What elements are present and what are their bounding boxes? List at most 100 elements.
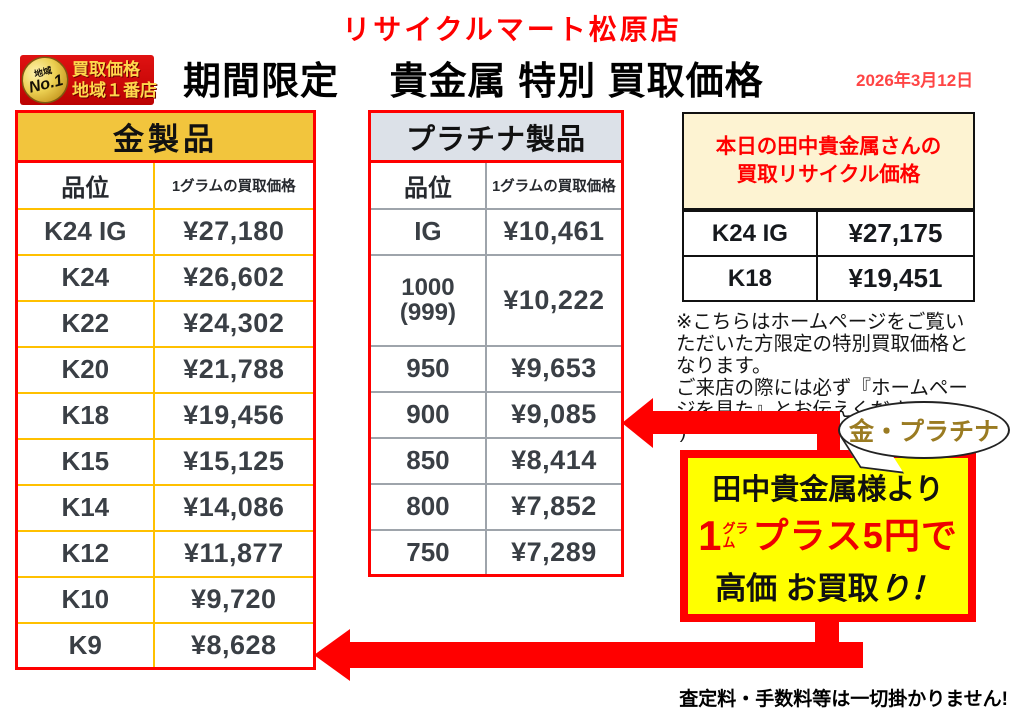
speech-bubble-body: 金・プラチナ: [838, 401, 1010, 459]
gold-table-title: 金製品: [15, 110, 316, 163]
table-row: 800 ¥7,852: [368, 482, 624, 531]
table-row: 950 ¥9,653: [368, 344, 624, 393]
price-cell: ¥9,653: [484, 344, 624, 393]
price-cell: ¥27,180: [152, 207, 316, 256]
gold-price-panel: 金製品 品位 1グラムの買取価格 K24 IG ¥27,180 K24 ¥26,60…: [15, 110, 316, 670]
price-cell: ¥24,302: [152, 299, 316, 348]
price-cell: ¥9,720: [152, 575, 316, 624]
purity-cell: 800: [368, 482, 487, 531]
tanaka-reference-title: 本日の田中貴金属さんの 買取リサイクル価格: [682, 112, 975, 210]
arrow-down-connector: [815, 618, 839, 646]
karat-cell: K24 IG: [15, 207, 155, 256]
table-row: K18 ¥19,451: [682, 255, 976, 302]
price-cell: ¥7,852: [484, 482, 624, 531]
purity-cell: 750: [368, 528, 487, 577]
table-row: IG ¥10,461: [368, 207, 624, 256]
price-cell: ¥11,877: [152, 529, 316, 578]
karat-cell: K22: [15, 299, 155, 348]
karat-cell: K24 IG: [682, 210, 818, 257]
table-row: K18 ¥19,456: [15, 391, 316, 440]
karat-cell: K12: [15, 529, 155, 578]
table-row: K24 ¥26,602: [15, 253, 316, 302]
platinum-table-title: プラチナ製品: [368, 110, 624, 163]
col-header-price: 1グラムの買取価格: [484, 160, 624, 210]
price-cell: ¥14,086: [152, 483, 316, 532]
promo-gram-number: 1: [698, 511, 722, 559]
table-header-row: 品位 1グラムの買取価格: [15, 160, 316, 210]
promo-line2: 1 グラ ム プラス5円で: [698, 511, 958, 559]
no1-badge: 地域 No.1 買取価格 地域１番店: [18, 53, 157, 107]
badge-line2: 地域１番店: [72, 81, 157, 101]
price-cell: ¥15,125: [152, 437, 316, 486]
purity-cell: 850: [368, 436, 487, 485]
price-cell: ¥8,414: [484, 436, 624, 485]
platinum-price-table: 品位 1グラムの買取価格 IG ¥10,461 1000 (999) ¥10,222…: [368, 160, 624, 577]
table-row: 750 ¥7,289: [368, 528, 624, 577]
no1-medal-icon: 地域 No.1: [18, 53, 72, 107]
price-cell: ¥19,456: [152, 391, 316, 440]
table-header-row: 品位 1グラムの買取価格: [368, 160, 624, 210]
karat-cell: K15: [15, 437, 155, 486]
arrow-down-bar: [348, 642, 863, 668]
table-row: K10 ¥9,720: [15, 575, 316, 624]
price-cell: ¥10,222: [484, 253, 624, 347]
col-header-price: 1グラムの買取価格: [152, 160, 316, 210]
price-cell: ¥27,175: [815, 210, 976, 257]
table-row: K12 ¥11,877: [15, 529, 316, 578]
homepage-note: ※こちらはホームページをご覧い ただいた方限定の特別買取価格と なります。 ご来…: [676, 311, 969, 443]
karat-cell: K20: [15, 345, 155, 394]
footer-note: 査定料・手数料等は一切掛かりません!: [679, 689, 1008, 710]
table-row: K9 ¥8,628: [15, 621, 316, 670]
purity-cell: 900: [368, 390, 487, 439]
col-header-karat: 品位: [15, 160, 155, 210]
left-arrow-icon: [622, 398, 653, 448]
karat-cell: K18: [15, 391, 155, 440]
price-cell: ¥8,628: [152, 621, 316, 670]
bubble-label: 金・プラチナ: [848, 417, 999, 446]
karat-cell: K14: [15, 483, 155, 532]
store-title: リサイクルマート松原店: [342, 14, 682, 45]
table-row: K24 IG ¥27,180: [15, 207, 316, 256]
promo-box: 田中貴金属様より 1 グラ ム プラス5円で 高価 お買取り！: [680, 450, 976, 622]
badge-line1: 買取価格: [72, 60, 140, 79]
price-cell: ¥9,085: [484, 390, 624, 439]
price-cell: ¥7,289: [484, 528, 624, 577]
table-row: 900 ¥9,085: [368, 390, 624, 439]
speech-bubble: 金・プラチナ: [838, 401, 1010, 474]
badge-text: 買取価格 地域１番店: [72, 59, 157, 102]
promo-gram-unit: グラ ム: [723, 522, 749, 549]
promo-line3-italic: り！: [878, 571, 941, 606]
promo-line3-main: 高価 お買取: [715, 571, 879, 606]
gold-price-table: 品位 1グラムの買取価格 K24 IG ¥27,180 K24 ¥26,602 K2…: [15, 160, 316, 670]
karat-cell: K10: [15, 575, 155, 624]
table-row: K22 ¥24,302: [15, 299, 316, 348]
promo-gram-unit-bottom: ム: [722, 534, 736, 550]
purity-cell: 950: [368, 344, 487, 393]
price-cell: ¥10,461: [484, 207, 624, 256]
table-row: K24 IG ¥27,175: [682, 210, 976, 257]
price-cell: ¥26,602: [152, 253, 316, 302]
table-row: K15 ¥15,125: [15, 437, 316, 486]
karat-cell: K18: [682, 255, 818, 302]
tanaka-reference-table: K24 IG ¥27,175 K18 ¥19,451: [682, 210, 976, 302]
date-label: 2026年3月12日: [856, 71, 974, 90]
promo-line1: 田中貴金属様より: [712, 474, 944, 506]
col-header-purity: 品位: [368, 160, 487, 210]
karat-cell: K24: [15, 253, 155, 302]
purity-cell: 1000 (999): [368, 253, 487, 347]
price-cell: ¥21,788: [152, 345, 316, 394]
table-row: K20 ¥21,788: [15, 345, 316, 394]
promo-gram-unit-top: グラ: [722, 520, 749, 536]
karat-cell: K9: [15, 621, 155, 670]
price-cell: ¥19,451: [815, 255, 976, 302]
promo-line3: 高価 お買取り！: [715, 563, 941, 608]
page-title: 期間限定 貴金属 特別 買取価格: [183, 61, 764, 103]
promo-plus5yen: プラス5円で: [752, 514, 958, 556]
table-row: 1000 (999) ¥10,222: [368, 253, 624, 347]
arrow-up-bar: [651, 411, 840, 434]
left-arrow-icon: [314, 629, 350, 681]
platinum-price-panel: プラチナ製品 品位 1グラムの買取価格 IG ¥10,461 1000 (999)…: [368, 110, 624, 577]
medal-rank-label: No.1: [27, 71, 65, 97]
table-row: 850 ¥8,414: [368, 436, 624, 485]
